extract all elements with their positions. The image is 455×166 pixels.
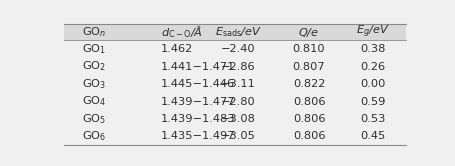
Text: $d_{\mathrm{C-O}}$/Å: $d_{\mathrm{C-O}}$/Å (161, 24, 203, 40)
Text: 1.439−1.483: 1.439−1.483 (161, 114, 235, 124)
Bar (64, 24, 406, 40)
Text: GO$_n$: GO$_n$ (81, 25, 106, 39)
Text: GO$_6$: GO$_6$ (81, 129, 106, 143)
Text: GO$_4$: GO$_4$ (81, 95, 106, 108)
Text: 1.445−1.446: 1.445−1.446 (161, 79, 235, 89)
Text: 0.59: 0.59 (360, 96, 385, 107)
Text: −3.05: −3.05 (221, 131, 256, 141)
Text: 0.806: 0.806 (293, 131, 325, 141)
Text: 1.462: 1.462 (161, 44, 193, 54)
Text: GO$_1$: GO$_1$ (81, 42, 106, 56)
Text: 0.806: 0.806 (293, 114, 325, 124)
Text: −2.80: −2.80 (221, 96, 256, 107)
Text: 0.38: 0.38 (360, 44, 385, 54)
Text: 0.26: 0.26 (360, 62, 385, 72)
Text: GO$_3$: GO$_3$ (81, 77, 106, 91)
Text: $Q$/e: $Q$/e (298, 26, 320, 39)
Text: 0.822: 0.822 (293, 79, 325, 89)
Text: $E_{\mathrm{sads}}$/eV: $E_{\mathrm{sads}}$/eV (215, 25, 262, 39)
Text: 0.45: 0.45 (360, 131, 385, 141)
Text: −3.11: −3.11 (221, 79, 256, 89)
Text: 0.806: 0.806 (293, 96, 325, 107)
Text: −3.08: −3.08 (221, 114, 256, 124)
Text: GO$_2$: GO$_2$ (81, 60, 106, 74)
Text: 0.807: 0.807 (293, 62, 325, 72)
Text: 1.439−1.477: 1.439−1.477 (161, 96, 235, 107)
Text: 0.53: 0.53 (360, 114, 385, 124)
Text: −2.40: −2.40 (221, 44, 256, 54)
Text: −2.86: −2.86 (221, 62, 256, 72)
Text: 1.441−1.471: 1.441−1.471 (161, 62, 235, 72)
Text: 1.435−1.497: 1.435−1.497 (161, 131, 235, 141)
Text: $E_g$/eV: $E_g$/eV (355, 24, 389, 40)
Text: GO$_5$: GO$_5$ (81, 112, 106, 126)
Text: 0.00: 0.00 (360, 79, 385, 89)
Text: 0.810: 0.810 (293, 44, 325, 54)
